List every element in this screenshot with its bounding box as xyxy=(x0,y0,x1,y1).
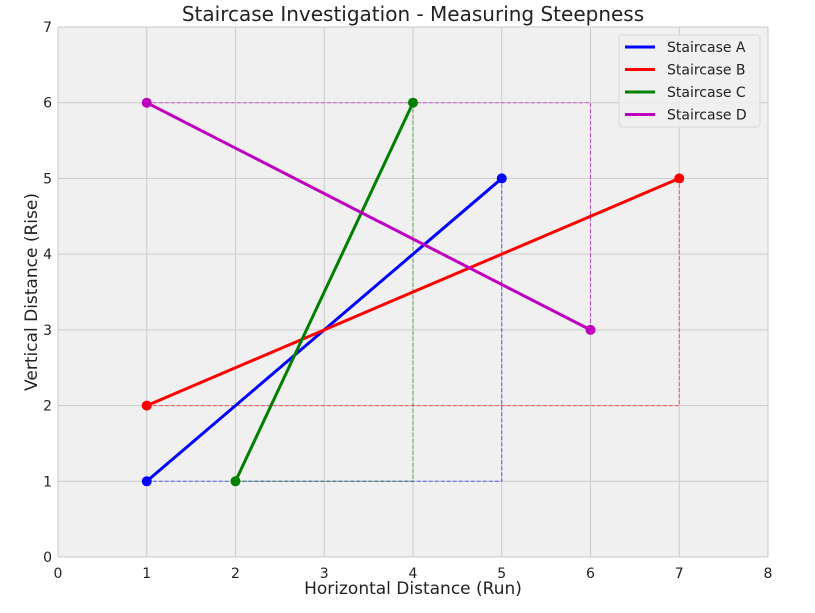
y-tick-label: 0 xyxy=(43,550,52,566)
point-staircase-a xyxy=(141,476,152,487)
guide-staircase-b xyxy=(146,178,680,407)
rise-run-guides xyxy=(146,102,680,482)
y-tick-label: 7 xyxy=(43,20,52,36)
x-tick-label: 7 xyxy=(675,566,684,582)
x-axis-label: Horizontal Distance (Run) xyxy=(304,579,522,599)
y-tick-label: 4 xyxy=(43,247,52,263)
x-tick-label: 2 xyxy=(231,566,240,582)
line-staircase-d xyxy=(146,101,592,332)
x-tick-label: 8 xyxy=(764,566,773,582)
y-tick-label: 1 xyxy=(43,474,52,490)
x-tick-label: 4 xyxy=(409,566,418,582)
x-tick-label: 6 xyxy=(586,566,595,582)
y-tick-label: 3 xyxy=(43,323,52,339)
guide-staircase-a xyxy=(146,178,503,482)
x-ticks: 0 1 2 3 4 5 6 7 8 xyxy=(54,566,773,582)
y-tick-label: 2 xyxy=(43,399,52,415)
legend-label: Staircase A xyxy=(667,40,746,56)
x-tick-label: 5 xyxy=(497,566,506,582)
x-tick-label: 1 xyxy=(142,566,151,582)
chart-title: Staircase Investigation - Measuring Stee… xyxy=(182,2,644,26)
legend-label: Staircase D xyxy=(667,108,747,124)
line-staircase-c xyxy=(234,102,415,482)
point-staircase-d xyxy=(141,97,152,108)
legend-label: Staircase B xyxy=(667,63,746,79)
y-axis-label: Vertical Distance (Rise) xyxy=(22,193,42,391)
point-staircase-b xyxy=(674,173,685,184)
legend: Staircase A Staircase B Staircase C Stairca… xyxy=(618,34,761,128)
x-tick-label: 3 xyxy=(320,566,329,582)
guide-staircase-c xyxy=(235,102,414,482)
y-tick-label: 5 xyxy=(43,171,52,187)
point-staircase-c xyxy=(408,97,418,108)
point-staircase-b xyxy=(141,400,152,411)
legend-box xyxy=(618,34,761,128)
line-staircase-b xyxy=(146,177,680,407)
point-staircase-c xyxy=(230,476,241,487)
series-lines xyxy=(141,97,685,487)
y-tick-label: 6 xyxy=(43,96,52,112)
y-ticks: 0 1 2 3 4 5 6 7 xyxy=(43,20,52,566)
point-staircase-a xyxy=(496,173,507,184)
x-tick-label: 0 xyxy=(54,566,63,582)
guide-staircase-d xyxy=(146,102,591,330)
point-staircase-d xyxy=(585,324,596,335)
legend-label: Staircase C xyxy=(667,85,746,101)
